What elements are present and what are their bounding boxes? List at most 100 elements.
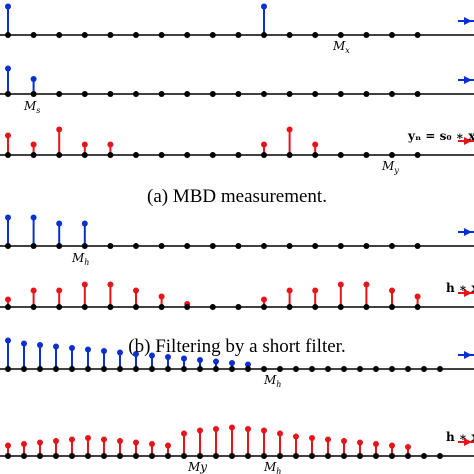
row5-sample-dot [414, 304, 421, 310]
row6-stem-head [69, 345, 75, 351]
row6-stem-head [149, 352, 155, 359]
row6-stem-head [37, 342, 43, 348]
row6-stem-head [21, 340, 27, 347]
row6-sample-dot [181, 366, 187, 372]
row6-arrow-head [464, 351, 472, 359]
row1-stem-head [5, 3, 11, 10]
row3-sample-dot [286, 152, 293, 158]
row7-sample-dot [309, 453, 315, 459]
row7-stem-head [69, 436, 75, 443]
row7-sample-dot [245, 453, 251, 459]
row6-sample-dot [293, 366, 299, 372]
row2-sample-dot [414, 91, 421, 97]
row6-stem-head [229, 360, 235, 366]
row7-sample-dot [389, 453, 395, 459]
row4-sample-dot [158, 243, 165, 249]
row7-stem-head [101, 436, 107, 443]
row2-sample-dot [209, 91, 216, 97]
row1-sample-dot [158, 32, 165, 38]
row2-stem-head [5, 65, 11, 72]
caption-a: (a) MBD measurement. [147, 186, 327, 207]
row7-stem-head [229, 424, 235, 431]
row6-sample-dot [101, 366, 107, 372]
row1-sample-dot [261, 32, 267, 38]
row3-sample-dot [414, 152, 421, 158]
row7-sample-dot [373, 453, 379, 459]
row5-sample-dot [133, 304, 139, 310]
row3-sample-dot [235, 152, 242, 158]
row3-sample-dot [107, 152, 114, 158]
row7-stem-head [213, 426, 219, 432]
row6-sample-dot [149, 366, 155, 372]
row2-sample-dot [133, 91, 139, 97]
row3-sample-dot [5, 152, 11, 158]
row4-sample-dot [363, 243, 370, 249]
row6-sample-dot [21, 366, 27, 372]
equation-row7: h ∗ x [446, 430, 474, 444]
row2-sample-dot [30, 91, 37, 97]
row4-sample-dot [286, 243, 293, 249]
row7-stem-head [341, 438, 347, 444]
row2-sample-dot [107, 91, 114, 97]
row3-sample-dot [337, 152, 344, 158]
row7-sample-dot [69, 453, 75, 459]
row6-sample-dot [245, 366, 251, 372]
row7-sample-dot [421, 453, 427, 459]
row6-sample-dot [325, 366, 331, 372]
row7-sample-dot [85, 453, 91, 459]
row5-stem-head [286, 287, 293, 294]
row5-sample-dot [337, 304, 344, 310]
row3-stem-head [312, 141, 319, 148]
row7-sample-dot [341, 453, 347, 459]
row6-sample-dot [421, 366, 427, 372]
row1-stem-head [261, 3, 267, 10]
row3-stem-head [261, 141, 267, 148]
row3-arrow-head [464, 137, 472, 145]
row5-sample-dot [30, 304, 37, 310]
row5-stem-head [30, 287, 37, 294]
label-my-c: My [187, 460, 207, 474]
row6-stem-head [181, 355, 187, 362]
row4-sample-dot [107, 243, 114, 249]
row6-stem-head [165, 354, 171, 360]
row1-sample-dot [30, 32, 37, 38]
row6-sample-dot [69, 366, 75, 372]
row2-sample-dot [81, 91, 88, 97]
row6-sample-dot [373, 366, 379, 372]
row5-stem-head [261, 296, 267, 303]
row2-sample-dot [312, 91, 319, 97]
row5-sample-dot [158, 304, 165, 310]
row7-stem-head [37, 439, 43, 446]
row6-sample-dot [85, 366, 91, 372]
row6-sample-dot [197, 366, 203, 372]
row5-sample-dot [363, 304, 370, 310]
row6-stem-head [53, 343, 59, 350]
row6-sample-dot [117, 366, 123, 372]
row7-sample-dot [117, 453, 123, 459]
row4-sample-dot [81, 243, 88, 249]
row7-arrow-head [464, 438, 472, 446]
row7-sample-dot [5, 453, 11, 459]
row6-sample-dot [165, 366, 171, 372]
row6-stem-head [245, 361, 251, 368]
row3-sample-dot [363, 152, 370, 158]
row3-sample-dot [133, 152, 139, 158]
equation-row5: h ∗ x [446, 281, 474, 295]
row2-sample-dot [286, 91, 293, 97]
row1-sample-dot [133, 32, 139, 38]
row6-sample-dot [53, 366, 59, 372]
row6-stem-head [133, 351, 139, 357]
row3-stem-head [5, 132, 11, 139]
row3-sample-dot [261, 152, 267, 158]
row1-sample-dot [312, 32, 319, 38]
row5-sample-dot [389, 304, 395, 310]
row1-sample-dot [184, 32, 191, 38]
row6-stem-head [213, 358, 219, 365]
row4-arrow-head [464, 228, 472, 236]
row3-stem-head [56, 126, 63, 133]
row4-sample-dot [184, 243, 191, 249]
row1-sample-dot [81, 32, 88, 38]
row6-stem-head [85, 346, 91, 353]
row5-sample-dot [286, 304, 293, 310]
